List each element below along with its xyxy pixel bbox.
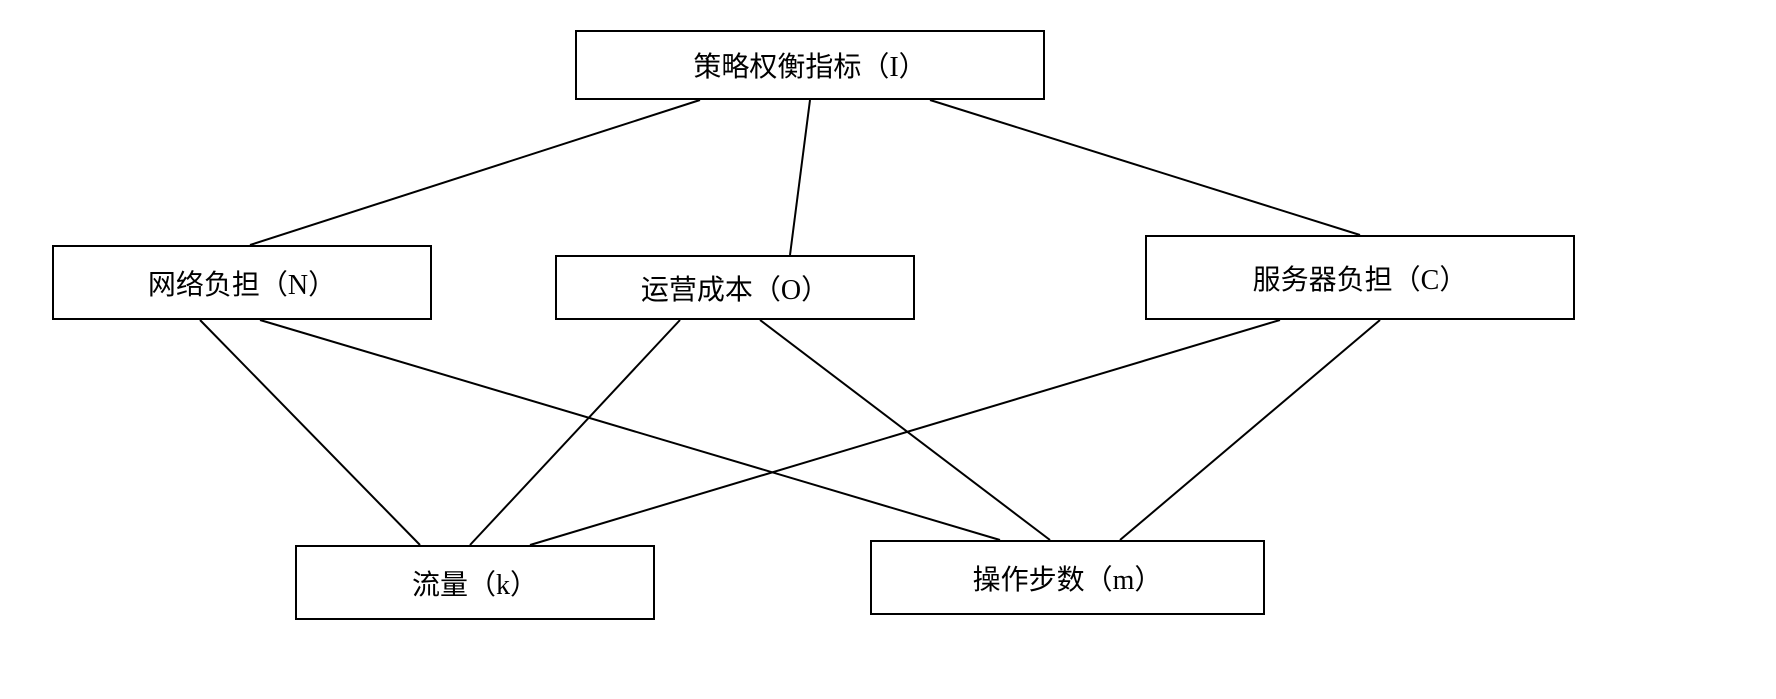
node-bot-left: 流量（k） <box>295 545 655 620</box>
node-bot-right: 操作步数（m） <box>870 540 1265 615</box>
node-mid-center: 运营成本（O） <box>555 255 915 320</box>
node-top-label: 策略权衡指标（I） <box>693 45 926 85</box>
node-top: 策略权衡指标（I） <box>575 30 1045 100</box>
hierarchy-diagram: 策略权衡指标（I） 网络负担（N） 运营成本（O） 服务器负担（C） 流量（k）… <box>0 0 1776 699</box>
node-bot-left-label: 流量（k） <box>412 563 538 603</box>
node-mid-right: 服务器负担（C） <box>1145 235 1575 320</box>
node-mid-left-label: 网络负担（N） <box>148 263 336 303</box>
node-mid-right-label: 服务器负担（C） <box>1253 258 1468 298</box>
node-mid-left: 网络负担（N） <box>52 245 432 320</box>
node-mid-center-label: 运营成本（O） <box>641 268 829 308</box>
node-bot-right-label: 操作步数（m） <box>973 558 1163 598</box>
